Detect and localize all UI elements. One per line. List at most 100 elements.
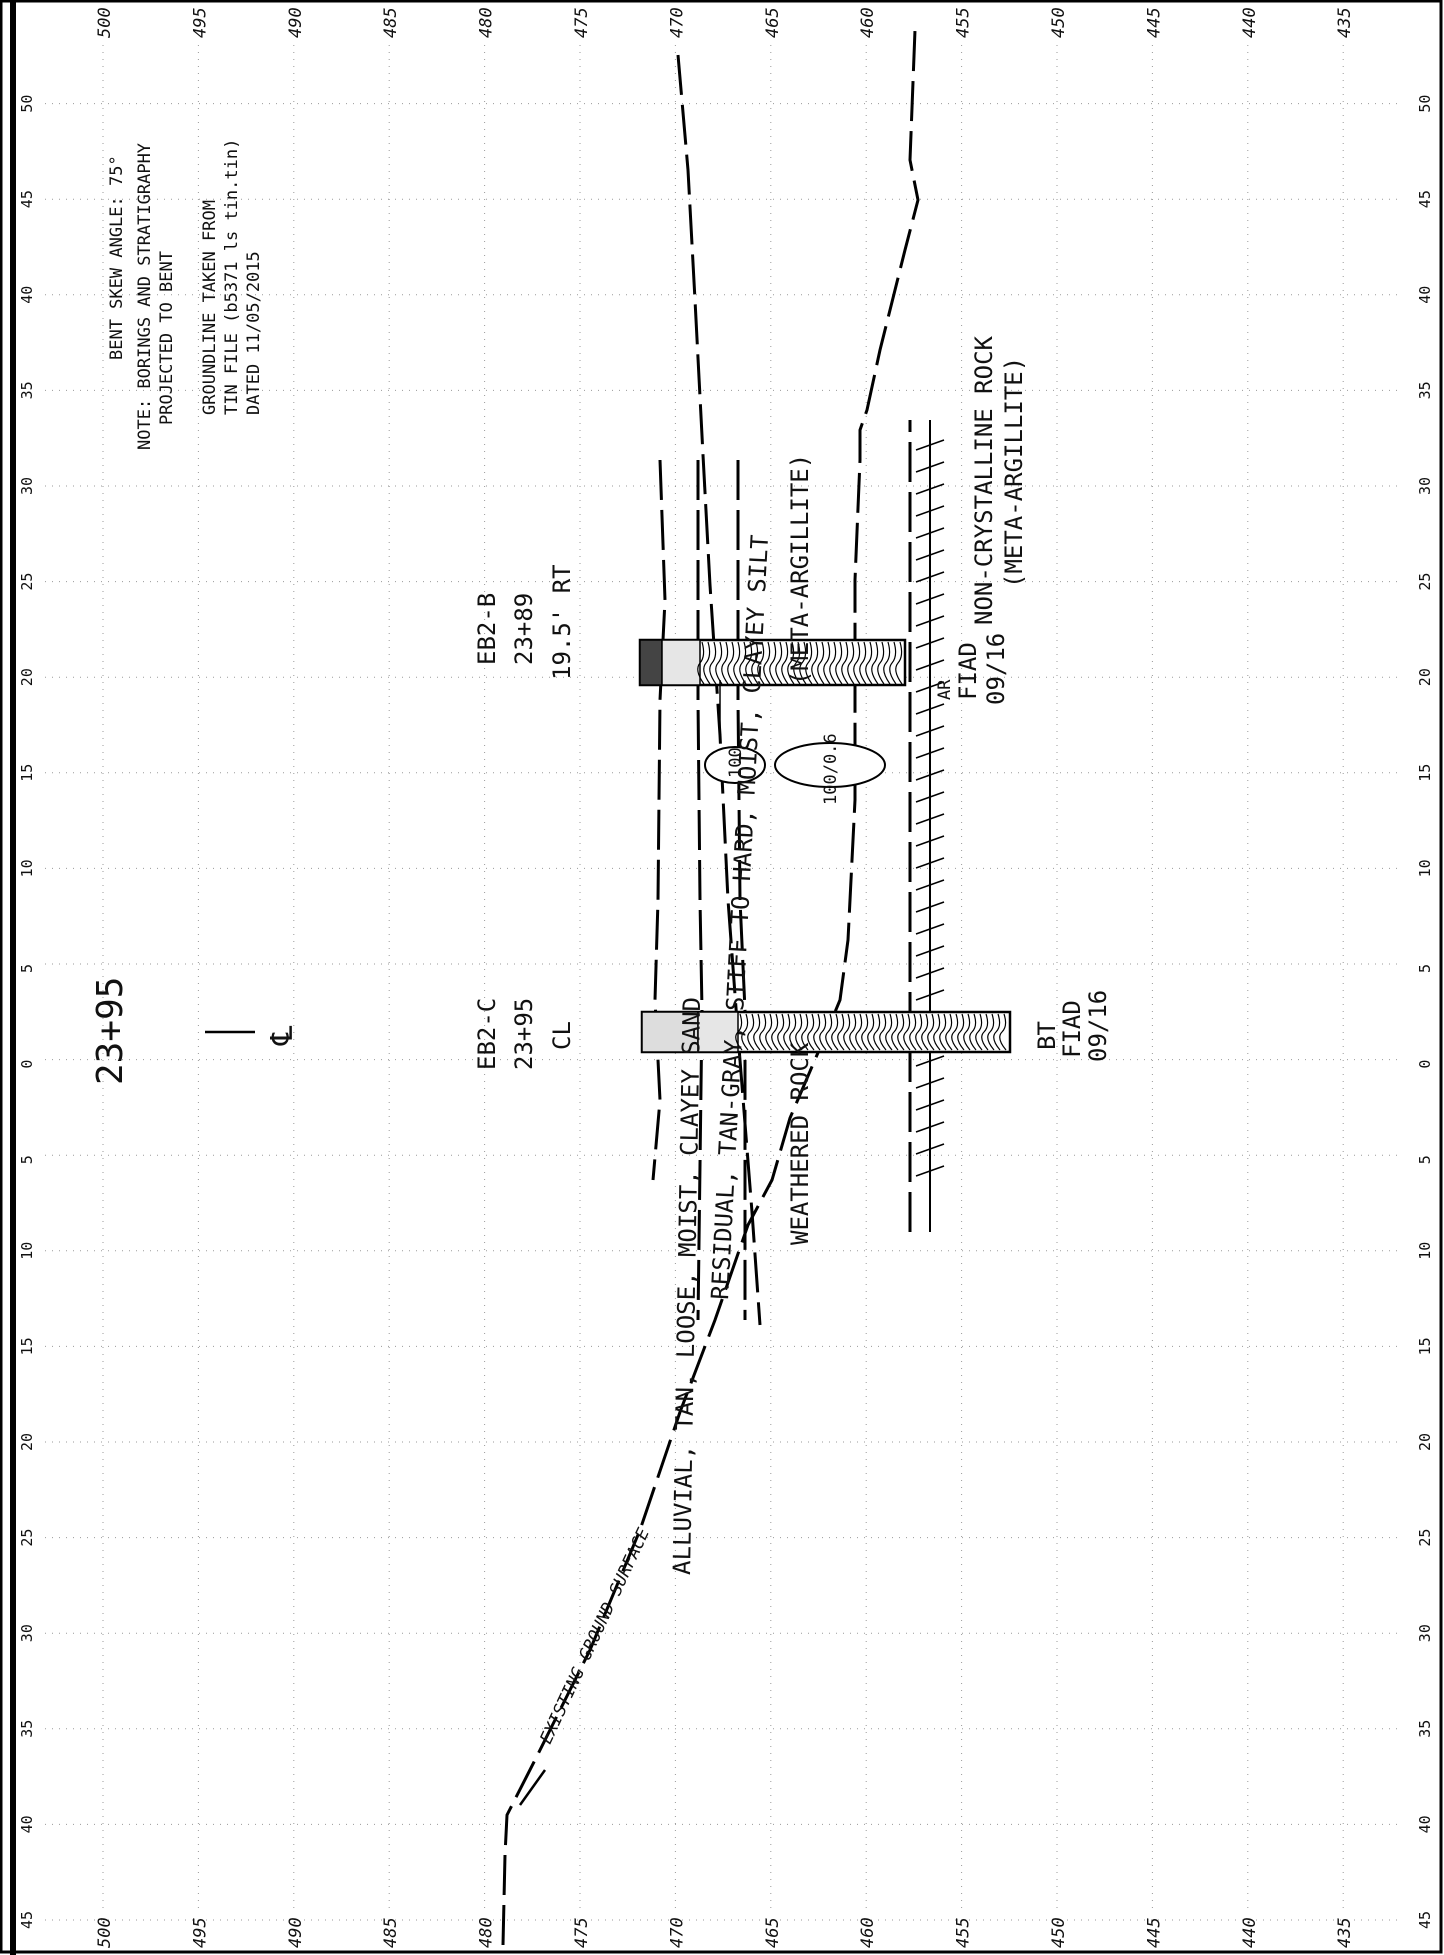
elevation-tick-top: 490 <box>286 7 306 38</box>
existing-ground-line <box>501 29 920 1946</box>
offset-tick-right: 5 <box>1416 964 1434 973</box>
offset-tick-right: 15 <box>1416 764 1434 782</box>
elevation-tick-top: 440 <box>1240 7 1260 38</box>
offset-tick-left: 10 <box>18 859 36 877</box>
elevation-tick-top: 495 <box>190 7 210 38</box>
elevation-tick-bottom: 480 <box>477 1917 497 1948</box>
boring-b-end-code: AR <box>935 679 955 700</box>
note-dated: DATED 11/05/2015 <box>244 251 264 415</box>
grid <box>45 45 1398 1921</box>
centerline-symbol: ℄ <box>265 1025 300 1046</box>
elevation-tick-bottom: 460 <box>858 1917 878 1948</box>
elevation-tick-top: 445 <box>1144 7 1164 38</box>
offset-tick-right: 40 <box>1416 286 1434 304</box>
offset-tick-left: 45 <box>18 1911 36 1929</box>
elevation-tick-bottom: 450 <box>1049 1917 1069 1948</box>
elevation-tick-bottom: 490 <box>286 1917 306 1948</box>
offset-tick-right: 30 <box>1416 1624 1434 1642</box>
offset-tick-left: 20 <box>18 1433 36 1451</box>
offset-tick-right: 25 <box>1416 573 1434 591</box>
elevation-tick-top: 485 <box>381 7 401 38</box>
offset-tick-right: 5 <box>1416 1155 1434 1164</box>
offset-tick-right: 45 <box>1416 190 1434 208</box>
note-borings: NOTE: BORINGS AND STRATIGRAPHY <box>135 143 155 450</box>
offset-tick-left: 5 <box>18 964 36 973</box>
offset-tick-left: 5 <box>18 1155 36 1164</box>
elevation-tick-bottom: 485 <box>381 1917 401 1948</box>
note-projected: PROJECTED TO BENT <box>157 251 177 425</box>
blow-count-ellipse-2 <box>774 742 886 788</box>
elevation-tick-top: 500 <box>95 7 115 38</box>
offset-tick-left: 30 <box>18 477 36 495</box>
boring-b-station: 23+89 <box>510 593 538 665</box>
elevation-tick-top: 455 <box>954 7 974 38</box>
elevation-tick-bottom: 500 <box>95 1917 115 1948</box>
residual-left-boundary <box>651 459 667 1181</box>
offset-tick-right: 10 <box>1416 1242 1434 1260</box>
offset-tick-left: 35 <box>18 1720 36 1738</box>
offset-tick-right: 25 <box>1416 1529 1434 1547</box>
offset-tick-right: 35 <box>1416 1720 1434 1738</box>
boring-b-id: EB2-B <box>473 593 501 665</box>
meta-argillite-lower: (META-ARGILLITE) <box>1000 357 1028 588</box>
elevation-tick-top: 470 <box>667 7 687 38</box>
elevation-tick-top: 480 <box>477 7 497 38</box>
blow-count-ellipse-1 <box>704 746 766 784</box>
ground-surface-label: EXISTING GROUND SURFACE <box>536 1525 654 1747</box>
note-tin: TIN FILE (b5371 ls tin.tin) <box>222 139 242 415</box>
elevation-tick-top: 475 <box>572 7 592 38</box>
rock-hatch-symbols <box>915 439 945 1177</box>
elevation-tick-bottom: 440 <box>1240 1917 1260 1948</box>
offset-tick-right: 10 <box>1416 859 1434 877</box>
weathered-description: WEATHERED ROCK <box>786 1042 814 1245</box>
blow-count-2: 100/0.6 <box>821 733 841 805</box>
elevation-tick-bottom: 465 <box>763 1917 783 1948</box>
ground-leader <box>518 1769 547 1806</box>
elevation-tick-top: 435 <box>1335 7 1355 38</box>
boring-c-date: 09/16 <box>1084 990 1112 1062</box>
offset-tick-right: 15 <box>1416 1337 1434 1355</box>
elevation-tick-top: 460 <box>858 7 878 38</box>
boring-c-id: EB2-C <box>473 998 501 1070</box>
boring-c-station: 23+95 <box>510 998 538 1070</box>
offset-tick-left: 25 <box>18 1529 36 1547</box>
non-crystalline-rock-label: NON-CRYSTALLINE ROCK <box>970 335 998 625</box>
offset-tick-left: 35 <box>18 381 36 399</box>
offset-tick-left: 20 <box>18 668 36 686</box>
offset-tick-right: 50 <box>1416 95 1434 113</box>
elevation-tick-bottom: 445 <box>1144 1917 1164 1948</box>
elevation-tick-bottom: 470 <box>667 1917 687 1948</box>
boring-c-offset: CL <box>548 1021 576 1050</box>
offset-tick-left: 25 <box>18 573 36 591</box>
boring-c-end-code: BT <box>1033 1021 1061 1050</box>
offset-tick-right: 40 <box>1416 1815 1434 1833</box>
text-layer: 23+95 ℄ BENT SKEW ANGLE: 75° NOTE: BORIN… <box>90 139 1112 1747</box>
station-title: 23+95 <box>90 977 131 1085</box>
offset-tick-left: 40 <box>18 286 36 304</box>
offset-tick-left: 0 <box>18 1060 36 1069</box>
residual-rock-boundary <box>736 460 747 1320</box>
offset-tick-left: 45 <box>18 190 36 208</box>
offset-tick-right: 20 <box>1416 1433 1434 1451</box>
offset-tick-left: 15 <box>18 764 36 782</box>
elevation-tick-top: 450 <box>1049 7 1069 38</box>
elevation-tick-bottom: 475 <box>572 1917 592 1948</box>
elevation-tick-bottom: 435 <box>1335 1917 1355 1948</box>
offset-tick-left: 50 <box>18 95 36 113</box>
elevation-tick-top: 465 <box>763 7 783 38</box>
elevation-tick-bottom: 455 <box>954 1917 974 1948</box>
offset-tick-right: 20 <box>1416 668 1434 686</box>
offset-tick-right: 45 <box>1416 1911 1434 1929</box>
note-skew: BENT SKEW ANGLE: 75° <box>107 155 127 360</box>
boring-eb2-b-column <box>638 638 907 687</box>
offset-tick-right: 0 <box>1416 1060 1434 1069</box>
boring-c-fiad: FIAD <box>1058 1000 1086 1058</box>
offset-tick-right: 35 <box>1416 381 1434 399</box>
elevation-tick-bottom: 495 <box>190 1917 210 1948</box>
offset-tick-left: 10 <box>18 1242 36 1260</box>
offset-tick-left: 15 <box>18 1337 36 1355</box>
meta-argillite-upper: (META-ARGILLITE) <box>786 454 814 685</box>
